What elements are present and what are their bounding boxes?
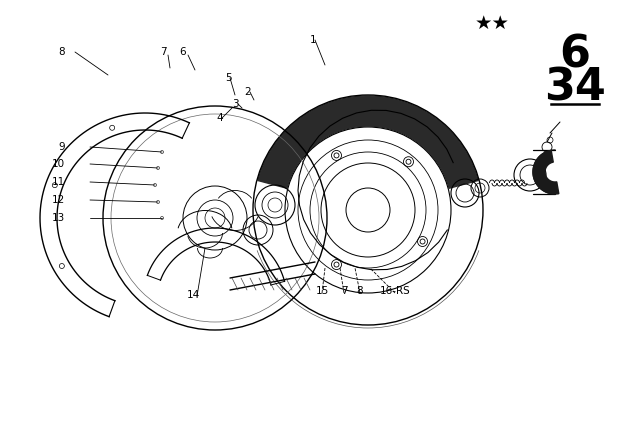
Text: 13: 13 bbox=[52, 213, 65, 223]
Text: 6: 6 bbox=[180, 47, 186, 57]
Text: 10: 10 bbox=[52, 159, 65, 169]
Text: 15: 15 bbox=[316, 286, 328, 296]
Text: 7: 7 bbox=[340, 286, 348, 296]
Text: 8: 8 bbox=[356, 286, 364, 296]
Text: 12: 12 bbox=[52, 195, 65, 205]
Polygon shape bbox=[533, 151, 559, 194]
Text: 9: 9 bbox=[58, 142, 65, 152]
Text: 3: 3 bbox=[232, 99, 238, 109]
Text: 6: 6 bbox=[559, 34, 591, 77]
Text: 4: 4 bbox=[217, 113, 223, 123]
Text: 14: 14 bbox=[186, 290, 200, 300]
Polygon shape bbox=[258, 96, 478, 188]
Text: 5: 5 bbox=[225, 73, 231, 83]
Text: 8: 8 bbox=[59, 47, 65, 57]
Text: 7: 7 bbox=[160, 47, 166, 57]
Text: 16-RS: 16-RS bbox=[380, 286, 410, 296]
Text: ★★: ★★ bbox=[474, 13, 509, 33]
Text: 1: 1 bbox=[310, 35, 316, 45]
Text: 34: 34 bbox=[544, 66, 606, 109]
Text: 11: 11 bbox=[52, 177, 65, 187]
Text: 2: 2 bbox=[244, 87, 252, 97]
